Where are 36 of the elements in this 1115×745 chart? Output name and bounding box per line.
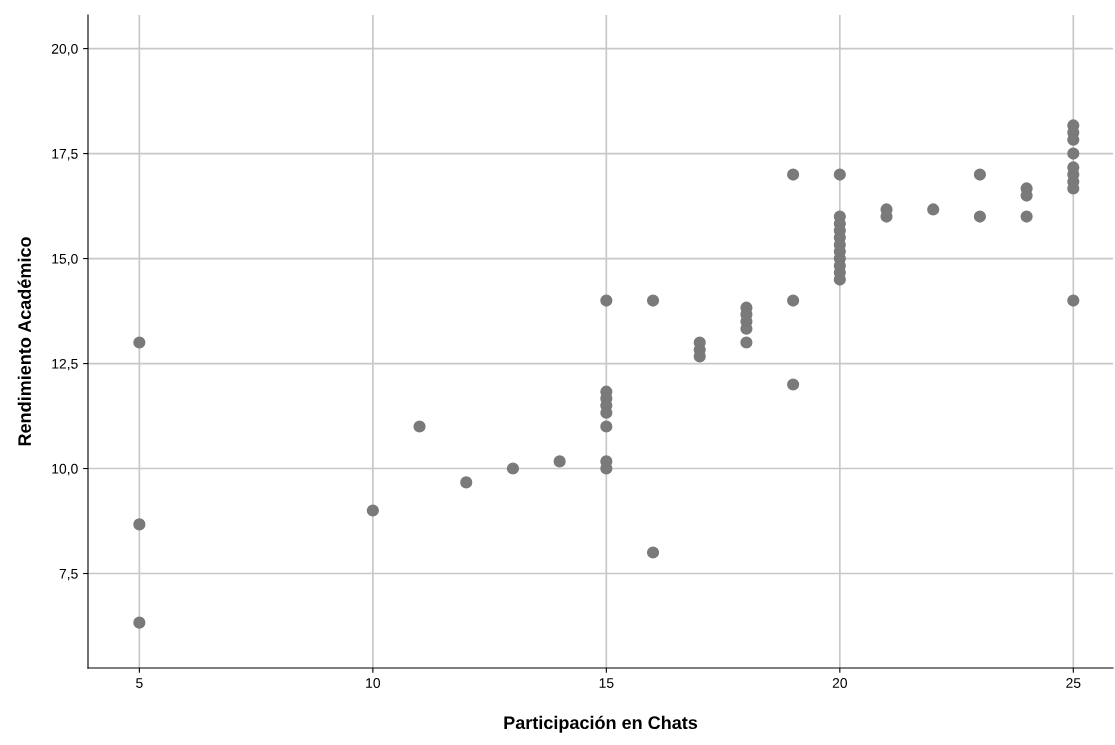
point bbox=[600, 420, 613, 433]
y-tick-label: 7,5 bbox=[59, 568, 78, 581]
x-tick-label: 25 bbox=[1066, 678, 1081, 688]
x-tick-label: 10 bbox=[366, 678, 381, 688]
x-tick-label: 15 bbox=[599, 678, 614, 688]
y-tick-label: 10,0 bbox=[52, 463, 78, 476]
x-tick-label: 5 bbox=[136, 678, 143, 688]
point bbox=[833, 168, 846, 181]
point bbox=[1020, 210, 1033, 223]
x-tick-label: 20 bbox=[832, 678, 847, 688]
point bbox=[133, 518, 146, 531]
point bbox=[787, 168, 800, 181]
y-tick-label: 12,5 bbox=[52, 358, 78, 371]
y-tick-label: 15,0 bbox=[52, 253, 78, 266]
point bbox=[1067, 147, 1080, 160]
point bbox=[506, 462, 520, 475]
point bbox=[133, 336, 146, 349]
x-axis-title: Participación en Chats bbox=[504, 715, 698, 733]
y-tick-label: 20,0 bbox=[51, 43, 78, 56]
y-axis-title: Rendimiento Académico bbox=[17, 237, 32, 446]
point bbox=[460, 476, 473, 489]
point bbox=[413, 420, 426, 433]
point bbox=[646, 546, 660, 559]
y-tick-label: 17,5 bbox=[52, 149, 78, 161]
point bbox=[787, 294, 800, 307]
point bbox=[553, 455, 566, 468]
point bbox=[787, 378, 800, 391]
point bbox=[973, 210, 986, 223]
point bbox=[133, 616, 146, 629]
point bbox=[600, 294, 613, 307]
point bbox=[1067, 294, 1080, 307]
point bbox=[927, 203, 940, 216]
point bbox=[973, 168, 986, 181]
point bbox=[366, 504, 379, 517]
point bbox=[740, 336, 753, 349]
point bbox=[646, 294, 660, 307]
